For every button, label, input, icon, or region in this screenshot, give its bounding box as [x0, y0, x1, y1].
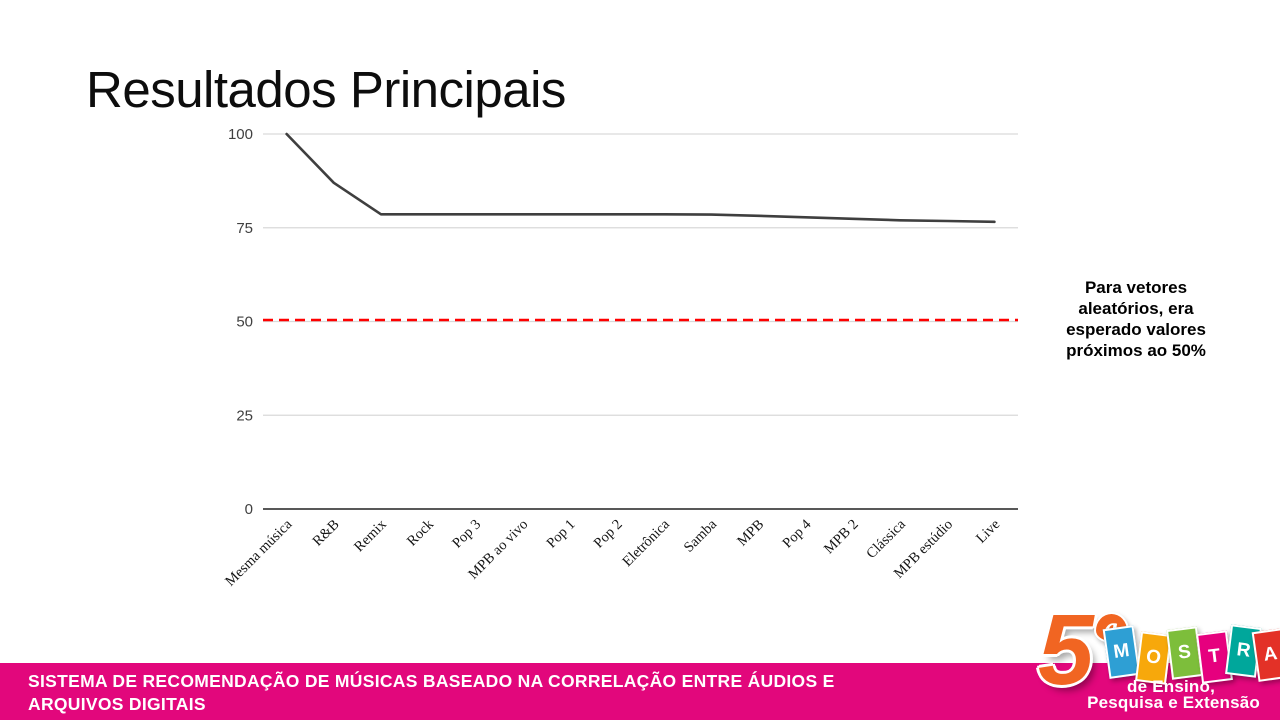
x-axis-category-label: R&B — [310, 517, 343, 550]
logo-edition-number: 5 — [1038, 594, 1094, 706]
x-axis-category-label: Pop 1 — [544, 517, 579, 552]
line-chart-svg: 0 25 50 75 100 Mesma música R&B Remix Rock Pop 3 M… — [222, 126, 1018, 590]
y-axis-tick-label: 100 — [228, 126, 253, 143]
x-axis-category-label: Clássica — [863, 516, 909, 562]
x-axis-category-label: Eletrônica — [619, 516, 673, 570]
y-axis-tick-label: 75 — [236, 220, 253, 237]
annotation-text: Para vetores aleatórios, era esperado va… — [1066, 278, 1206, 360]
x-axis-category-label: Samba — [681, 516, 721, 556]
y-axis-tick-label: 50 — [236, 314, 253, 331]
y-axis-tick-label: 0 — [245, 501, 253, 518]
y-axis-tick-label: 25 — [236, 407, 253, 424]
x-axis-category-label: Remix — [351, 516, 390, 555]
logo-subtitle-line2: Pesquisa e Extensão — [1087, 693, 1260, 712]
x-axis-category-label: Live — [973, 517, 1003, 547]
x-axis-category-label: Pop 4 — [780, 516, 815, 551]
line-chart: 0 25 50 75 100 Mesma música R&B Remix Rock Pop 3 M… — [200, 122, 1040, 614]
x-axis-category-label: Pop 2 — [591, 517, 626, 552]
x-axis-category-label: Pop 3 — [449, 517, 484, 552]
footer-banner: SISTEMA DE RECOMENDAÇÃO DE MÚSICAS BASEA… — [0, 663, 1280, 720]
x-axis-category-label: Rock — [404, 516, 437, 549]
logo-subtitle-line1: de Ensino, — [1127, 677, 1215, 696]
x-axis-category-label: MPB — [734, 517, 767, 550]
data-series-line — [285, 132, 996, 224]
footer-title: SISTEMA DE RECOMENDAÇÃO DE MÚSICAS BASEA… — [28, 671, 835, 714]
page-title: Resultados Principais — [86, 61, 566, 119]
x-axis-category-label: MPB 2 — [821, 517, 862, 558]
x-axis-category-label: Mesma música — [222, 516, 296, 590]
mostra-pennant-letter: M — [1102, 625, 1141, 679]
